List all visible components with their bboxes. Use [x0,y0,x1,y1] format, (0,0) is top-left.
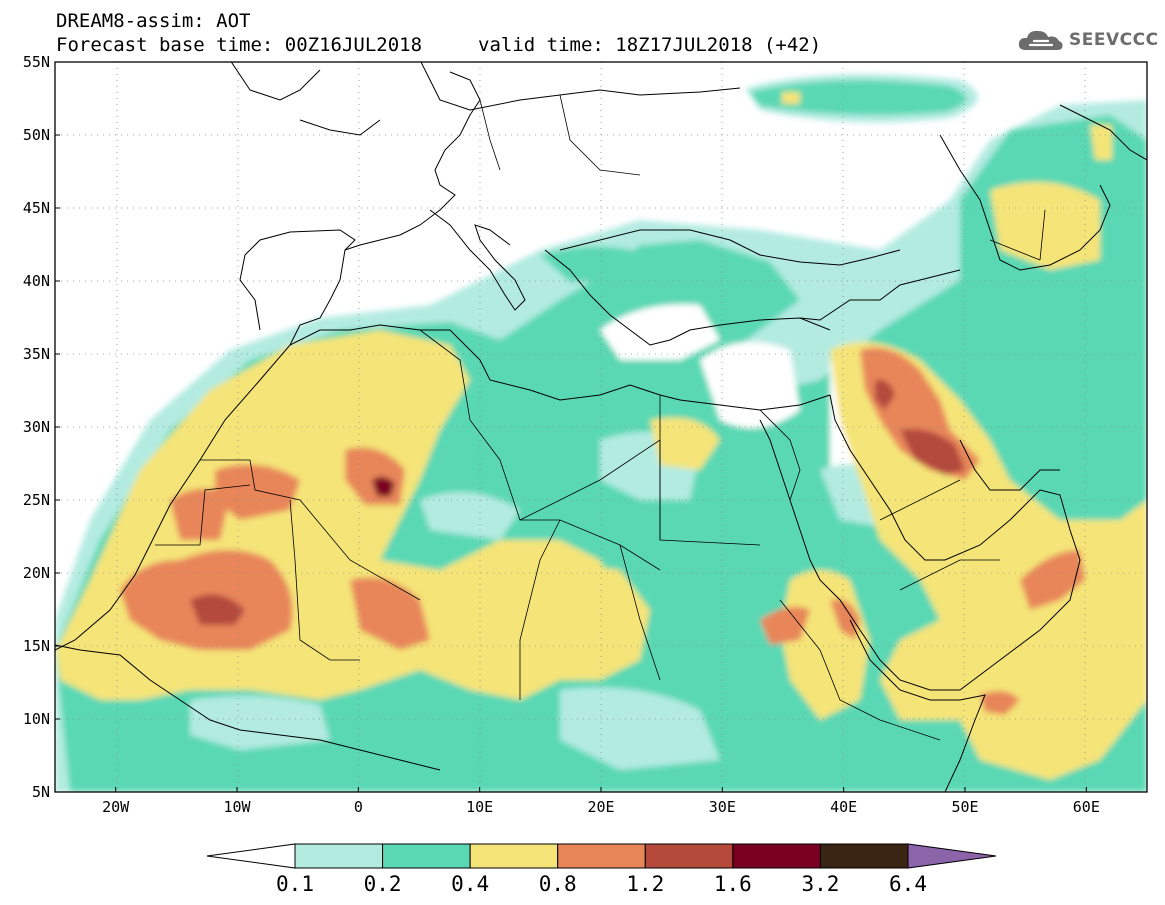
lon-label: 30E [709,798,736,816]
colorbar-level-label: 1.2 [626,872,664,896]
lat-label: 35N [23,345,50,363]
lon-label: 50E [951,798,978,816]
lat-label: 55N [23,53,50,71]
lat-label: 10N [23,710,50,728]
colorbar-segment [557,843,646,869]
lat-label: 15N [23,637,50,655]
lon-label: 10W [223,798,251,816]
coastlines [55,62,1147,792]
colorbar-segment [644,843,734,869]
lon-label: 10E [466,798,493,816]
forecast-base-time: Forecast base time: 00Z16JUL2018 [56,34,423,56]
colorbar-level-label: 0.4 [451,872,489,896]
lat-label: 25N [23,491,50,509]
lon-label: 0 [354,798,363,816]
aot-band-1.6 [372,476,395,497]
lon-label: 20E [587,798,614,816]
longitude-labels: 20W 10W 0 10E 20E 30E 40E 50E 60E [102,787,1100,816]
lat-label: 5N [32,783,50,801]
colorbar-level-label: 0.8 [539,872,577,896]
lat-label: 45N [23,199,50,217]
valid-time: valid time: 18Z17JUL2018 (+42) [478,34,822,56]
lon-label: 40E [830,798,857,816]
colorbar-arrow-high [907,843,997,869]
colorbar-segment [382,843,471,869]
logo-text: SEEVCCC [1069,30,1159,50]
colorbar-level-label: 3.2 [801,872,839,896]
gridlines [55,62,1147,792]
seevccc-logo: SEEVCCC [1016,26,1159,54]
lon-label: 20W [102,798,130,816]
latitude-labels: 55N 50N 45N 40N 35N 30N 25N 20N 15N 10N 5N [23,53,60,801]
colorbar-segment [732,843,821,869]
colorbar-level-label: 0.1 [276,872,314,896]
lat-label: 30N [23,418,50,436]
colorbar-level-label: 0.2 [364,872,402,896]
colorbar-segment [469,843,559,869]
lon-label: 60E [1073,798,1100,816]
colorbar-segment [294,843,384,869]
lat-label: 50N [23,126,50,144]
colorbar-level-label: 6.4 [889,872,927,896]
country-borders [155,94,1046,741]
colorbar-level-label: 1.6 [714,872,752,896]
colorbar [206,843,997,869]
lat-label: 20N [23,564,50,582]
colorbar-segment [819,843,909,869]
aot-band-1.2 [190,379,965,625]
map-title: DREAM8-assim: AOT [56,10,251,32]
colorbar-labels: 0.1 0.2 0.4 0.8 1.2 1.6 3.2 6.4 [276,872,927,896]
colorbar-arrow-low [206,843,296,869]
cloud-icon [1018,30,1063,50]
lat-label: 40N [23,272,50,290]
